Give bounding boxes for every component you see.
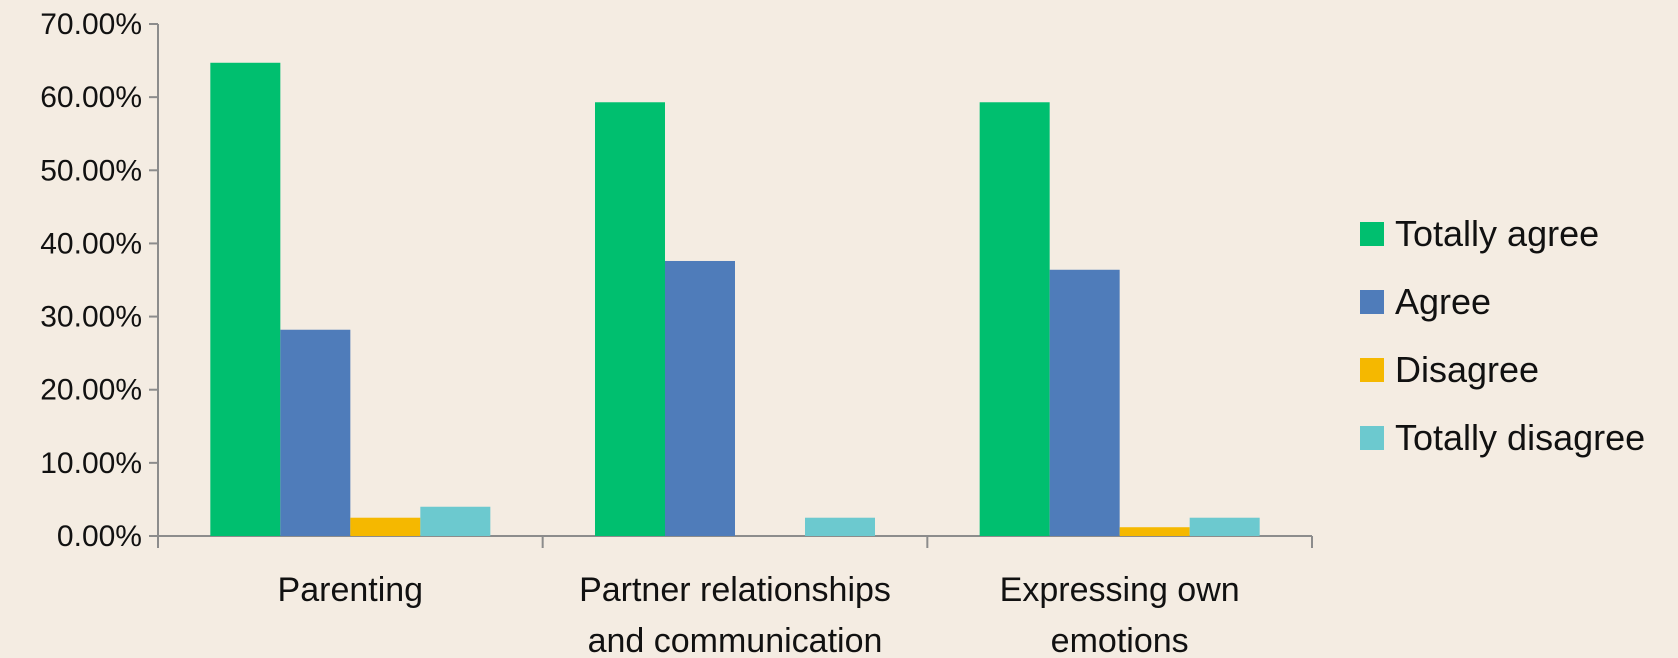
bar-totally-agree (979, 102, 1050, 537)
bar-totally-agree (210, 62, 281, 536)
legend-item: Agree (1360, 281, 1491, 322)
legend-item: Totally disagree (1360, 417, 1645, 458)
y-tick-label: 50.00% (40, 154, 142, 187)
y-tick-label: 60.00% (40, 81, 142, 114)
legend-label: Totally disagree (1395, 417, 1645, 458)
category-label: Parenting (278, 571, 424, 609)
y-tick-label: 30.00% (40, 301, 142, 334)
y-tick-label: 20.00% (40, 374, 142, 407)
legend: Totally agree Agree Disagree Totally disagr… (1360, 213, 1645, 458)
category-label: Expressing own (1000, 571, 1240, 609)
legend-item: Disagree (1360, 349, 1539, 390)
category-label: emotions (1051, 622, 1189, 658)
legend-label: Agree (1395, 281, 1491, 322)
bar-totally-agree (595, 102, 665, 537)
legend-swatch (1360, 290, 1384, 314)
y-tick-label: 40.00% (40, 227, 142, 260)
bar-disagree (350, 517, 421, 536)
legend-swatch (1360, 358, 1384, 382)
category-label: Partner relationships (579, 571, 891, 609)
bar-agree (665, 260, 735, 536)
bar-disagree (1119, 527, 1190, 536)
legend-item: Totally agree (1360, 213, 1599, 254)
bar-totally-disagree (1189, 517, 1260, 536)
y-tick-label: 10.00% (40, 447, 142, 480)
x-axis: Parenting Partner relationships and commun… (157, 535, 1313, 658)
bar-totally-disagree (420, 506, 491, 536)
legend-swatch (1360, 222, 1384, 246)
legend-label: Totally agree (1395, 213, 1599, 254)
legend-label: Disagree (1395, 349, 1539, 390)
y-axis: 0.00% 10.00% 20.00% 30.00% 40.00% 50.00% 60.00… (40, 8, 159, 553)
bar-agree (1049, 269, 1120, 536)
legend-swatch (1360, 426, 1384, 450)
bar-totally-disagree (805, 517, 875, 536)
bars (210, 62, 1260, 537)
bar-agree (280, 329, 351, 536)
category-label: and communication (588, 622, 883, 658)
y-tick-label: 0.00% (57, 520, 142, 553)
y-tick-label: 70.00% (40, 8, 142, 41)
